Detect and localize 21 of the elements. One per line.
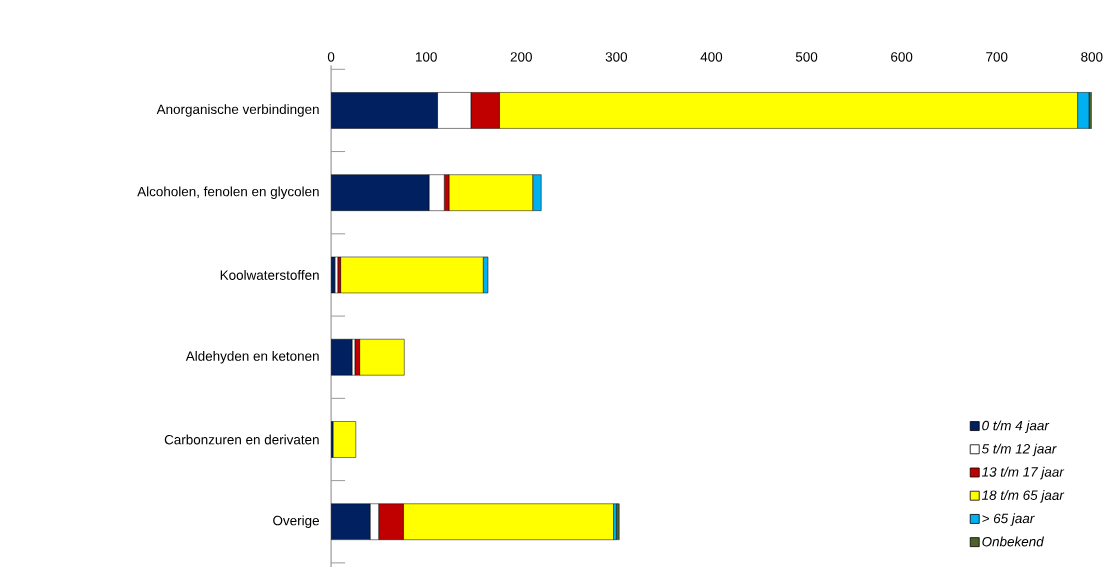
legend-label: 5 t/m 12 jaar <box>981 443 1057 457</box>
x-tick-label: 0 <box>327 52 335 62</box>
x-tick-label: 800 <box>1081 52 1103 62</box>
x-tick-label: 100 <box>415 52 437 62</box>
x-tick-label: 500 <box>795 52 818 62</box>
x-tick-label: 400 <box>700 52 723 62</box>
y-tick-label: Koolwaterstoffen <box>220 269 319 280</box>
x-tick-label: 700 <box>986 52 1008 62</box>
legend-label: > 65 jaar <box>982 513 1035 526</box>
x-tick-label: 200 <box>510 52 532 62</box>
legend-label: Onbekend <box>982 536 1045 547</box>
legend-label: 0 t/m 4 jaar <box>982 420 1050 433</box>
legend-label: 18 t/m 65 jaar <box>981 489 1065 503</box>
x-tick-label: 300 <box>605 52 628 62</box>
x-tick-label: 600 <box>891 52 913 62</box>
y-tick-label: Alcoholen, fenolen en glycolen <box>137 186 319 199</box>
y-tick-label: Carbonzuren en derivaten <box>164 434 319 445</box>
y-tick-label: Overige <box>273 515 319 528</box>
legend-label: 13 t/m 17 jaar <box>981 466 1065 480</box>
y-tick-label: Anorganische verbindingen <box>156 104 319 117</box>
y-tick-label: Aldehyden en ketonen <box>185 350 319 364</box>
